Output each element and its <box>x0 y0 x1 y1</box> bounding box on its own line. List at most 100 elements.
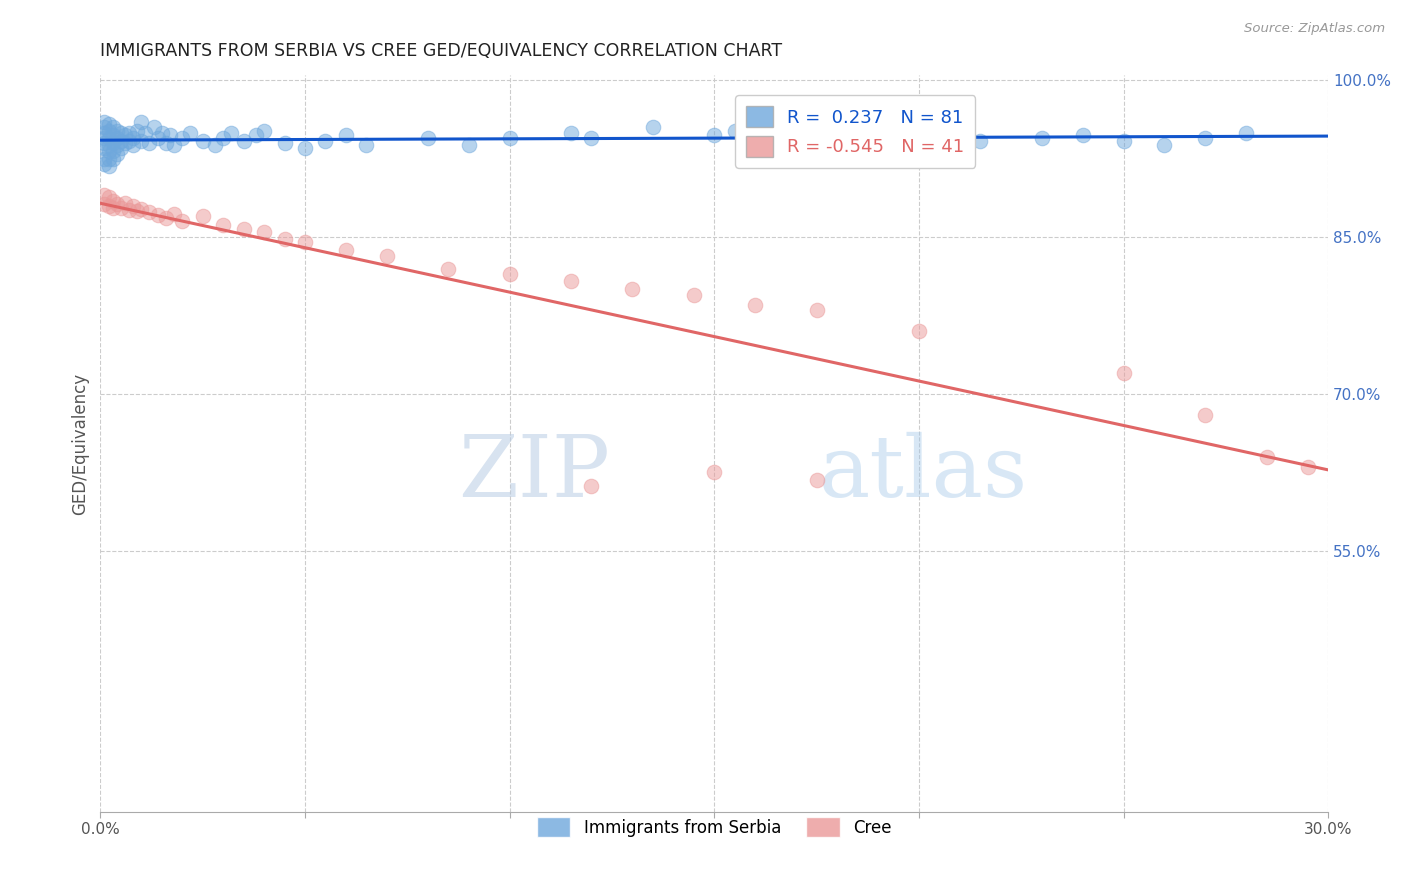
Point <box>232 222 254 236</box>
Point <box>93 196 115 211</box>
Point <box>134 126 156 140</box>
Point <box>785 134 807 148</box>
Point <box>97 145 120 159</box>
Point <box>93 115 115 129</box>
Point <box>114 195 136 210</box>
Point <box>1194 408 1216 422</box>
Point <box>908 324 931 338</box>
Point <box>866 134 889 148</box>
Point <box>93 157 115 171</box>
Point <box>314 134 336 148</box>
Point <box>101 194 124 208</box>
Point <box>155 211 177 226</box>
Point <box>908 131 931 145</box>
Point <box>97 117 120 131</box>
Point <box>142 120 165 135</box>
Point <box>163 138 186 153</box>
Point <box>1194 131 1216 145</box>
Point <box>97 159 120 173</box>
Point <box>97 131 120 145</box>
Point <box>253 225 276 239</box>
Point <box>93 152 115 166</box>
Point <box>806 473 828 487</box>
Point <box>1031 131 1053 145</box>
Point <box>1296 460 1319 475</box>
Point <box>105 146 128 161</box>
Point <box>1112 366 1135 380</box>
Point <box>127 204 149 219</box>
Point <box>101 145 124 159</box>
Point <box>105 196 128 211</box>
Point <box>114 136 136 150</box>
Point <box>129 134 152 148</box>
Point <box>969 134 991 148</box>
Point <box>682 287 704 301</box>
Point <box>641 120 664 135</box>
Point <box>232 134 254 148</box>
Point <box>621 282 644 296</box>
Point <box>172 131 194 145</box>
Point <box>155 136 177 150</box>
Point <box>93 126 115 140</box>
Point <box>204 138 226 153</box>
Point <box>127 123 149 137</box>
Point <box>212 131 235 145</box>
Point <box>416 131 439 145</box>
Point <box>101 128 124 142</box>
Point <box>335 243 357 257</box>
Point <box>129 115 152 129</box>
Point <box>97 199 120 213</box>
Point <box>110 141 132 155</box>
Point <box>375 249 398 263</box>
Text: ZIP: ZIP <box>458 432 610 515</box>
Point <box>825 131 848 145</box>
Point <box>118 134 141 148</box>
Point <box>179 126 201 140</box>
Point <box>93 131 115 145</box>
Point <box>437 261 460 276</box>
Point <box>560 126 582 140</box>
Point <box>118 202 141 217</box>
Point <box>1071 128 1094 142</box>
Point <box>703 465 725 479</box>
Point <box>581 479 603 493</box>
Point <box>724 123 747 137</box>
Point <box>273 136 295 150</box>
Point <box>744 298 766 312</box>
Text: IMMIGRANTS FROM SERBIA VS CREE GED/EQUIVALENCY CORRELATION CHART: IMMIGRANTS FROM SERBIA VS CREE GED/EQUIV… <box>100 42 783 60</box>
Point <box>163 207 186 221</box>
Point <box>245 128 267 142</box>
Point <box>97 190 120 204</box>
Point <box>253 123 276 137</box>
Point <box>122 138 145 153</box>
Point <box>138 205 160 219</box>
Point <box>122 199 145 213</box>
Point <box>221 126 243 140</box>
Point <box>101 120 124 135</box>
Point <box>101 152 124 166</box>
Point <box>335 128 357 142</box>
Point <box>1153 138 1175 153</box>
Point <box>294 235 316 250</box>
Point <box>93 188 115 202</box>
Point <box>1234 126 1257 140</box>
Point <box>457 138 479 153</box>
Point <box>93 136 115 150</box>
Point <box>105 131 128 145</box>
Legend: Immigrants from Serbia, Cree: Immigrants from Serbia, Cree <box>530 811 898 844</box>
Point <box>172 214 194 228</box>
Point <box>1112 134 1135 148</box>
Point <box>949 126 972 140</box>
Point <box>110 201 132 215</box>
Point <box>97 138 120 153</box>
Point <box>191 209 214 223</box>
Point <box>498 267 520 281</box>
Point <box>93 120 115 135</box>
Point <box>110 126 132 140</box>
Y-axis label: GED/Equivalency: GED/Equivalency <box>72 373 89 515</box>
Point <box>273 232 295 246</box>
Point <box>356 138 378 153</box>
Point <box>159 128 181 142</box>
Point <box>150 126 173 140</box>
Point <box>703 128 725 142</box>
